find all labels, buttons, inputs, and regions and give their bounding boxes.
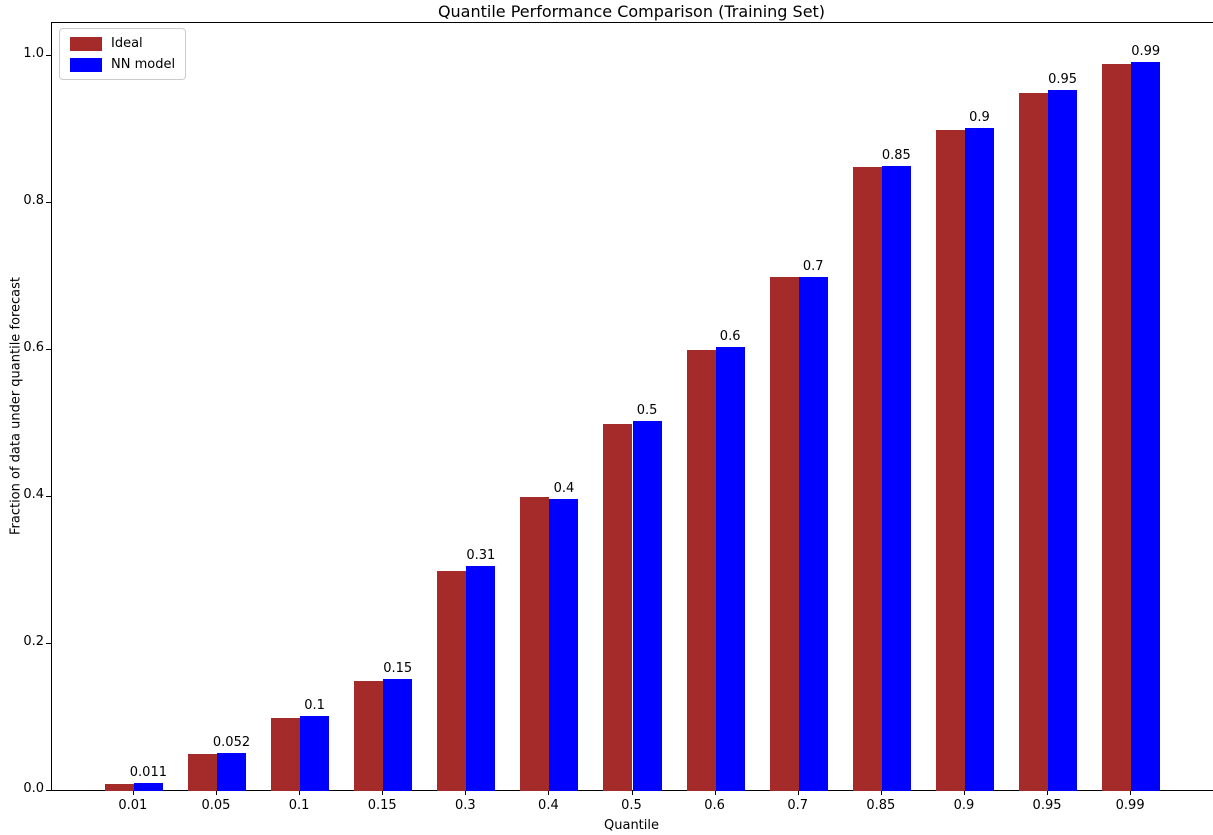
bar-nn-model-0.05	[216, 752, 247, 791]
bar-ideal-0.99	[1102, 63, 1132, 791]
x-tick-mark	[132, 791, 134, 795]
bar-nn-model-0.1	[300, 716, 330, 791]
bar-ideal-0.95	[1018, 93, 1049, 791]
bar-nn-model-0.4	[549, 498, 579, 791]
nn-model-color-swatch	[70, 57, 102, 72]
bar-value-label: 0.5	[636, 402, 658, 418]
x-tick-label: 0.05	[201, 798, 231, 813]
y-tick-mark	[46, 202, 51, 204]
bar-value-label: 0.85	[881, 147, 911, 163]
bar-nn-model-0.99	[1131, 62, 1161, 791]
bar-nn-model-0.7	[798, 276, 828, 791]
bar-value-label: 0.7	[802, 258, 824, 274]
x-axis-label: Quantile	[604, 818, 659, 833]
bar-value-label: 0.1	[304, 698, 325, 714]
ideal-color-swatch	[70, 36, 102, 51]
x-tick-mark	[1130, 791, 1132, 795]
x-tick-label: 0.95	[1032, 798, 1062, 813]
bar-ideal-0.1	[270, 717, 301, 791]
bar-value-label: 0.31	[466, 548, 496, 564]
bar-ideal-0.01	[104, 783, 134, 791]
x-tick-mark	[963, 791, 965, 795]
bar-value-label: 0.052	[212, 734, 251, 750]
bar-nn-model-0.3	[466, 566, 496, 791]
bar-ideal-0.7	[769, 276, 799, 791]
x-tick-mark	[714, 791, 716, 795]
x-tick-label: 0.99	[1115, 798, 1145, 813]
x-tick-label: 0.6	[704, 798, 725, 813]
bar-ideal-0.05	[187, 754, 217, 791]
x-tick-label: 0.85	[866, 798, 896, 813]
legend-item-nn-model: NN model	[70, 57, 175, 72]
y-tick-label: 0.4	[23, 487, 44, 503]
bar-value-label: 0.99	[1131, 44, 1161, 60]
x-tick-label: 0.7	[787, 798, 809, 813]
x-tick-mark	[465, 791, 467, 795]
bar-nn-model-0.6	[715, 346, 745, 791]
x-tick-label: 0.01	[118, 798, 148, 813]
y-tick-mark	[46, 55, 51, 57]
bar-ideal-0.85	[852, 166, 882, 791]
legend-label-nn-model: NN model	[111, 57, 176, 72]
bar-nn-model-0.01	[133, 782, 163, 791]
bar-nn-model-0.85	[881, 165, 911, 791]
x-tick-mark	[382, 791, 384, 795]
x-tick-mark	[797, 791, 799, 795]
y-tick-mark	[46, 349, 51, 351]
plot-area: 0.011 0.052 0.1 0.15 0.31 0.4 0.5 0.6 0.7 0.85 0.9…	[52, 23, 1213, 791]
bar-nn-model-0.15	[383, 678, 413, 791]
bar-ideal-0.15	[354, 680, 384, 791]
legend-label-ideal: Ideal	[111, 36, 143, 51]
x-tick-mark	[631, 791, 633, 795]
y-axis-spine	[51, 22, 52, 791]
bar-value-label: 0.011	[129, 764, 167, 780]
x-tick-label: 0.1	[288, 798, 310, 813]
top-spine	[51, 22, 1213, 23]
bar-ideal-0.3	[437, 570, 467, 791]
y-tick-label: 1.0	[23, 46, 44, 62]
bar-value-label: 0.6	[719, 328, 741, 344]
y-tick-mark	[46, 643, 51, 645]
x-tick-label: 0.4	[538, 798, 559, 813]
y-tick-mark	[46, 790, 51, 791]
bar-value-label: 0.9	[969, 109, 990, 125]
chart-title: Quantile Performance Comparison (Trainin…	[437, 2, 826, 21]
bar-ideal-0.9	[935, 129, 965, 791]
bar-value-label: 0.4	[553, 480, 575, 496]
y-tick-mark	[46, 496, 51, 498]
bar-ideal-0.6	[686, 350, 716, 791]
x-tick-label: 0.3	[454, 798, 476, 813]
x-tick-label: 0.5	[621, 798, 642, 813]
x-tick-label: 0.15	[367, 798, 397, 813]
bar-ideal-0.4	[520, 497, 550, 791]
bar-nn-model-0.9	[964, 127, 994, 791]
bar-value-label: 0.15	[383, 660, 413, 676]
x-tick-mark	[880, 791, 882, 795]
x-tick-label: 0.9	[953, 798, 975, 813]
y-tick-label: 0.2	[23, 634, 44, 650]
y-tick-label: 0.6	[23, 340, 44, 356]
x-tick-mark	[548, 791, 550, 795]
bar-ideal-0.5	[603, 423, 633, 791]
y-tick-label: 0.0	[23, 781, 44, 796]
y-tick-label: 0.8	[23, 193, 44, 209]
x-tick-mark	[299, 791, 301, 795]
legend-item-ideal: Ideal	[70, 36, 175, 51]
x-tick-mark	[215, 791, 217, 795]
bar-value-label: 0.95	[1048, 71, 1078, 87]
x-tick-mark	[1047, 791, 1049, 795]
bar-nn-model-0.5	[632, 420, 662, 791]
bar-nn-model-0.95	[1048, 89, 1078, 791]
legend: Ideal NN model	[59, 28, 187, 80]
